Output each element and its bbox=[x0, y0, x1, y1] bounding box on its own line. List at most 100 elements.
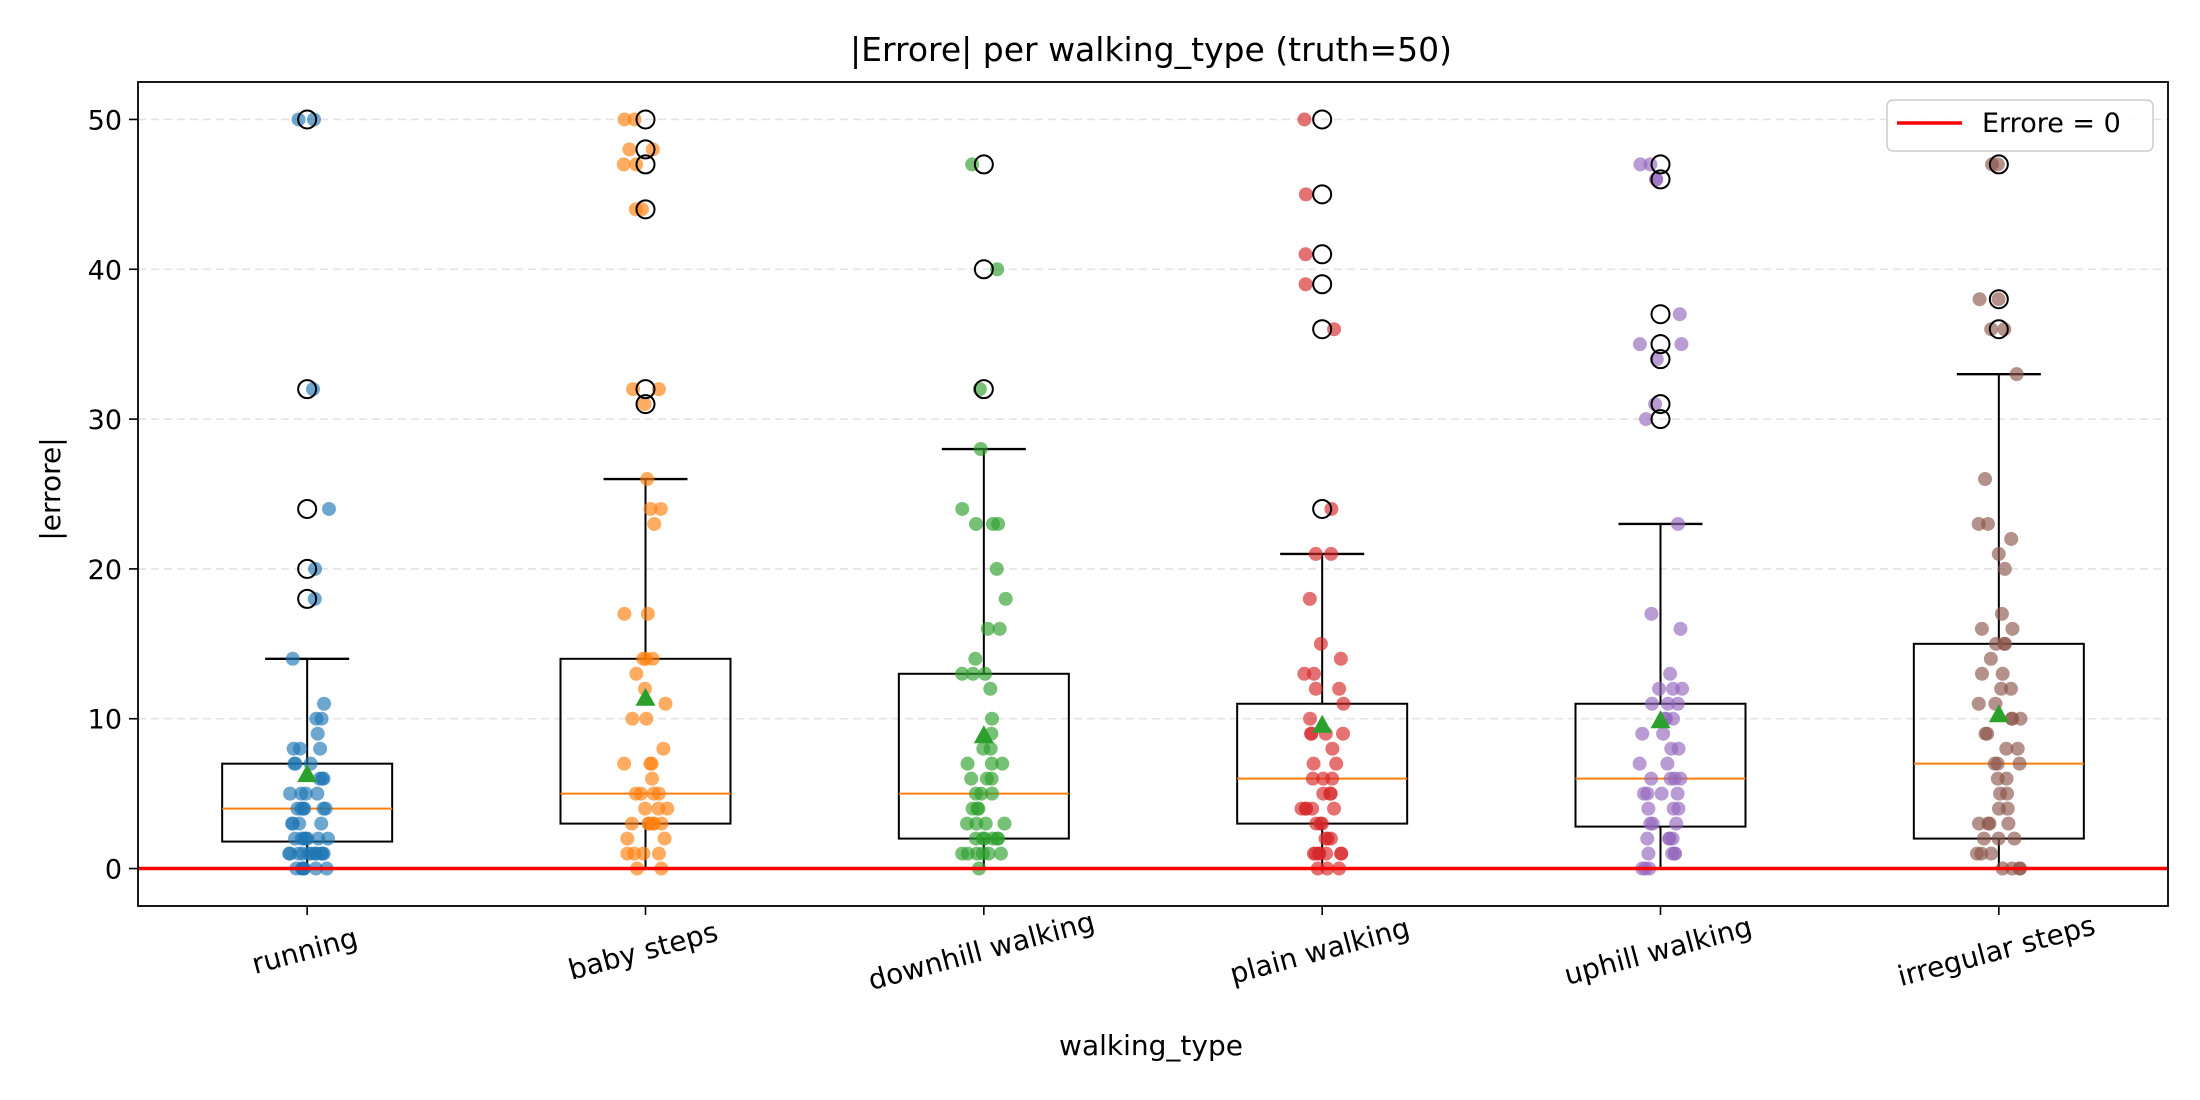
data-point bbox=[968, 786, 983, 801]
data-point bbox=[636, 846, 651, 861]
data-point bbox=[969, 516, 984, 531]
data-point bbox=[2003, 681, 2018, 696]
outlier-marker bbox=[1650, 169, 1671, 190]
y-tick-label-40: 40 bbox=[88, 255, 122, 286]
data-point bbox=[311, 831, 326, 846]
data-point bbox=[2009, 367, 2024, 382]
data-point bbox=[317, 696, 332, 711]
data-point bbox=[1980, 516, 1995, 531]
data-point bbox=[315, 771, 330, 786]
data-point bbox=[1305, 771, 1320, 786]
data-point bbox=[1644, 606, 1659, 621]
data-point bbox=[1999, 741, 2014, 756]
data-point bbox=[1336, 696, 1351, 711]
data-point bbox=[1298, 801, 1313, 816]
data-point bbox=[286, 741, 301, 756]
data-point bbox=[314, 711, 329, 726]
data-point bbox=[1669, 816, 1684, 831]
data-point bbox=[1673, 621, 1688, 636]
data-point bbox=[646, 816, 661, 831]
data-point bbox=[1298, 247, 1313, 262]
data-point bbox=[638, 801, 653, 816]
data-point bbox=[968, 651, 983, 666]
data-point bbox=[651, 846, 666, 861]
data-point bbox=[980, 621, 995, 636]
data-point bbox=[1670, 696, 1685, 711]
outlier-marker bbox=[1650, 154, 1671, 175]
data-point bbox=[993, 846, 1008, 861]
data-point bbox=[620, 831, 635, 846]
iqr-box bbox=[1574, 702, 1747, 828]
data-point bbox=[640, 472, 655, 487]
data-point bbox=[1333, 651, 1348, 666]
data-point bbox=[1327, 801, 1342, 816]
data-point bbox=[305, 382, 320, 397]
data-point bbox=[1309, 816, 1324, 831]
data-point bbox=[1319, 846, 1334, 861]
data-point bbox=[1643, 157, 1658, 172]
outlier-marker bbox=[635, 199, 656, 220]
data-point bbox=[306, 112, 321, 127]
data-point bbox=[2005, 621, 2020, 636]
data-point bbox=[995, 756, 1010, 771]
data-point bbox=[1971, 816, 1986, 831]
data-point bbox=[955, 846, 970, 861]
data-point bbox=[992, 621, 1007, 636]
data-point bbox=[1995, 666, 2010, 681]
data-point bbox=[1297, 112, 1312, 127]
data-point bbox=[1334, 846, 1349, 861]
data-point bbox=[1297, 666, 1312, 681]
data-point bbox=[617, 606, 632, 621]
data-point bbox=[625, 711, 640, 726]
data-point bbox=[1984, 846, 1999, 861]
data-point bbox=[637, 397, 652, 412]
data-point bbox=[970, 846, 985, 861]
data-point bbox=[316, 801, 331, 816]
data-point bbox=[1993, 786, 2008, 801]
data-point bbox=[1652, 681, 1667, 696]
data-point bbox=[287, 756, 302, 771]
outlier-marker bbox=[297, 498, 318, 519]
overlay-layer bbox=[138, 109, 2168, 871]
data-point bbox=[1983, 651, 1998, 666]
data-point bbox=[657, 831, 672, 846]
data-point bbox=[1971, 696, 1986, 711]
data-point bbox=[629, 666, 644, 681]
data-point bbox=[1991, 292, 2006, 307]
data-point bbox=[1978, 726, 1993, 741]
data-point bbox=[1972, 292, 1987, 307]
data-point bbox=[1656, 726, 1671, 741]
outlier-marker bbox=[297, 109, 318, 130]
outlier-marker bbox=[1650, 409, 1671, 430]
x-tick-label-uphill-walking: uphill walking bbox=[1561, 910, 1756, 992]
y-tick-label-10: 10 bbox=[88, 705, 122, 736]
data-point bbox=[1662, 831, 1677, 846]
data-point bbox=[643, 501, 658, 516]
data-point bbox=[1329, 756, 1344, 771]
data-point bbox=[1672, 307, 1687, 322]
data-point bbox=[307, 591, 322, 606]
data-point bbox=[998, 591, 1013, 606]
mean-marker bbox=[297, 764, 318, 783]
data-point bbox=[1663, 771, 1678, 786]
x-tick-label-plain-walking: plain walking bbox=[1226, 911, 1413, 991]
markers-plain-walking bbox=[1312, 109, 1333, 733]
data-point bbox=[978, 666, 993, 681]
data-point bbox=[1648, 397, 1663, 412]
box-uphill-walking bbox=[1574, 522, 1747, 870]
data-point bbox=[973, 442, 988, 457]
data-point bbox=[1997, 561, 2012, 576]
x-tick-label-baby-steps: baby steps bbox=[565, 915, 722, 987]
markers-baby-steps bbox=[635, 109, 656, 706]
axes: 0 10 20 30 40 50 running baby steps downhill wal… bbox=[88, 81, 2169, 997]
data-point bbox=[1645, 696, 1660, 711]
grid bbox=[138, 118, 2168, 870]
data-point bbox=[1325, 771, 1340, 786]
data-point bbox=[644, 756, 659, 771]
data-point bbox=[1674, 337, 1689, 352]
data-point bbox=[310, 786, 325, 801]
chart-title: |Errore| per walking_type (truth=50) bbox=[850, 30, 1452, 69]
data-point bbox=[2000, 801, 2015, 816]
data-point bbox=[645, 142, 660, 157]
data-point bbox=[1665, 681, 1680, 696]
